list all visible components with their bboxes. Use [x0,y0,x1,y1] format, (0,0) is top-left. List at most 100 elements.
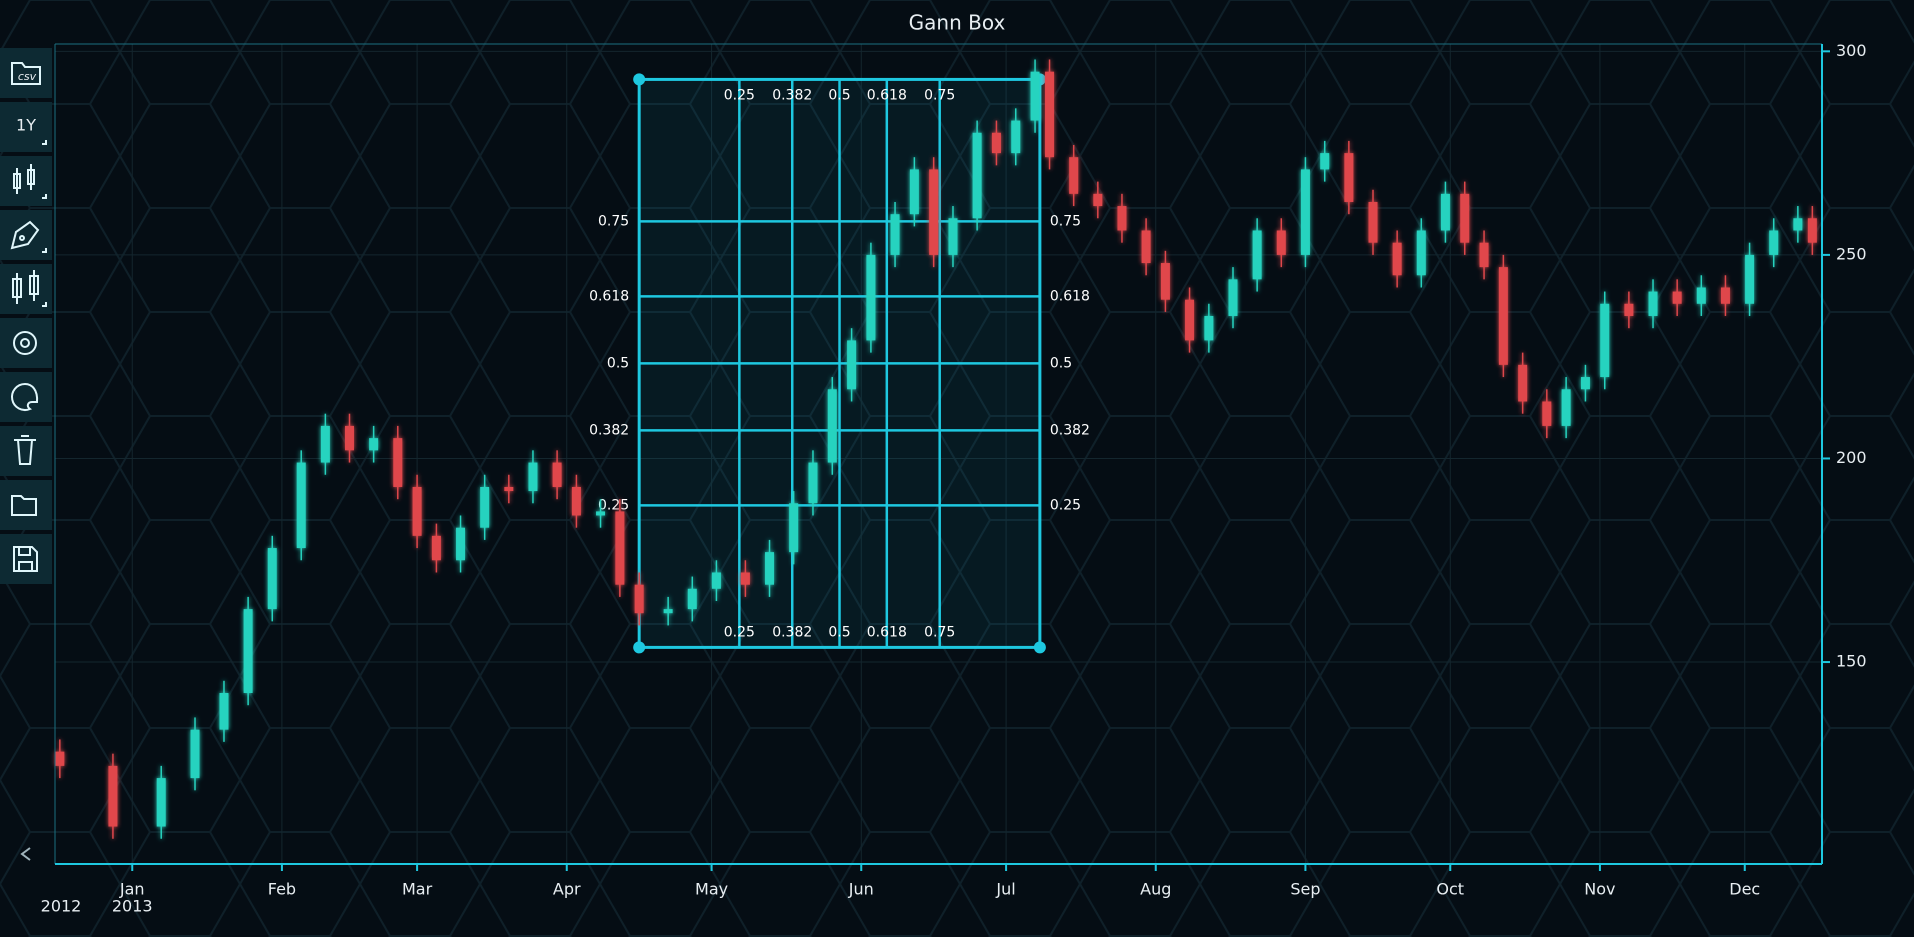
candle-body [740,572,750,585]
candle-body [1720,287,1730,304]
candle-body [1141,230,1151,264]
candle-body [1392,242,1402,276]
candle-body [108,765,118,827]
candle-body [571,486,581,516]
range-label: 1Y [16,116,36,135]
axes: 150 200 250 300 Jan Feb Mar Apr May Jun Jul Aug Sep O… [41,41,1867,916]
draw-tool-button[interactable] [0,210,52,260]
clear-button[interactable] [0,426,52,476]
candles [55,59,1817,839]
candle-body [991,132,1001,154]
candle-body [1807,218,1817,243]
candle-body [1561,389,1571,426]
x-tick-label: Feb [268,880,296,899]
x-tick-label: Sep [1290,880,1320,899]
indicator-button[interactable] [0,264,52,314]
collapse-button[interactable] [20,847,31,861]
candle-body [1542,401,1552,426]
x-tick-label: Mar [402,880,433,899]
gann-box: 0.25 0.25 0.25 0.25 0.382 0.382 0.382 0.382 0.5 0… [589,73,1090,654]
candle-body [1276,230,1286,255]
candle-body [1300,169,1310,255]
candle-body [1460,193,1470,243]
gann-level-label: 0.25 [724,624,755,640]
candle-body [1498,267,1508,365]
candle-body [1479,242,1489,268]
gann-level-label: 0.618 [1050,288,1090,304]
candle-body [1580,377,1590,390]
gann-level-label: 0.25 [1050,497,1081,513]
candle-body [1440,193,1450,231]
y-tick-label: 150 [1836,652,1867,671]
save-button[interactable] [0,534,52,584]
gann-level-label: 0.25 [724,87,755,103]
candle-body [412,486,422,536]
open-csv-button[interactable]: csv [0,48,52,98]
gann-level-label: 0.618 [867,624,907,640]
candle-body [1696,287,1706,304]
candle-body [615,511,625,585]
settings-button[interactable] [0,318,52,368]
theme-button[interactable] [0,372,52,422]
candle-body [909,169,919,215]
series-type-button[interactable] [0,156,52,206]
gann-level-label: 0.5 [1050,355,1072,371]
chart-title: Gann Box [909,11,1006,35]
x-tick-label: Jul [995,880,1015,899]
candle-body [456,527,466,561]
candle-body [1093,193,1103,207]
candle-body [393,438,403,487]
gann-handle [633,641,646,654]
candle-body [765,552,775,585]
candle-body [1745,254,1755,304]
candle-body [1204,315,1214,341]
candle-body [827,389,837,463]
candle-body [1069,157,1079,194]
x-tick-label: Aug [1140,880,1171,899]
candle-body [345,425,354,451]
candle-body [190,729,200,779]
candle-body [1117,206,1127,231]
candle-body [320,425,330,463]
candle-body [1368,201,1378,243]
candle-body [663,609,673,614]
candle-body [1793,218,1803,231]
candle-body [267,548,277,610]
candle-body [1672,291,1682,304]
candle-body [1600,303,1610,378]
candle-body [1320,153,1330,170]
candle-body [687,588,697,610]
gann-level-label: 0.75 [1050,213,1081,229]
gann-level-label: 0.382 [772,87,812,103]
y-tick-label: 300 [1836,41,1867,60]
load-button[interactable] [0,480,52,530]
x-tick-label: Oct [1436,880,1464,899]
gann-level-label: 0.382 [1050,422,1090,438]
gann-level-label: 0.5 [828,87,850,103]
candle-body [1185,299,1195,341]
gann-handle [1033,641,1046,654]
candle-body [480,486,490,528]
range-button[interactable]: 1Y [0,102,52,152]
candle-body [866,254,876,341]
candle-body [219,692,229,730]
candle-body [431,535,441,561]
candle-body [1648,291,1658,316]
y-tick-label: 250 [1836,244,1867,263]
candle-body [890,214,900,255]
candle-body [504,486,514,492]
gann-level-label: 0.382 [772,624,812,640]
gann-handle [633,73,646,86]
candle-body [1624,303,1634,316]
candle-body [972,132,982,219]
candle-body [1045,71,1055,158]
year-label: 2013 [112,897,153,916]
candle-body [929,169,939,255]
candle-body [1252,230,1262,280]
candle-body [369,438,379,451]
gann-level-label: 0.25 [598,497,629,513]
candle-body [596,511,606,516]
